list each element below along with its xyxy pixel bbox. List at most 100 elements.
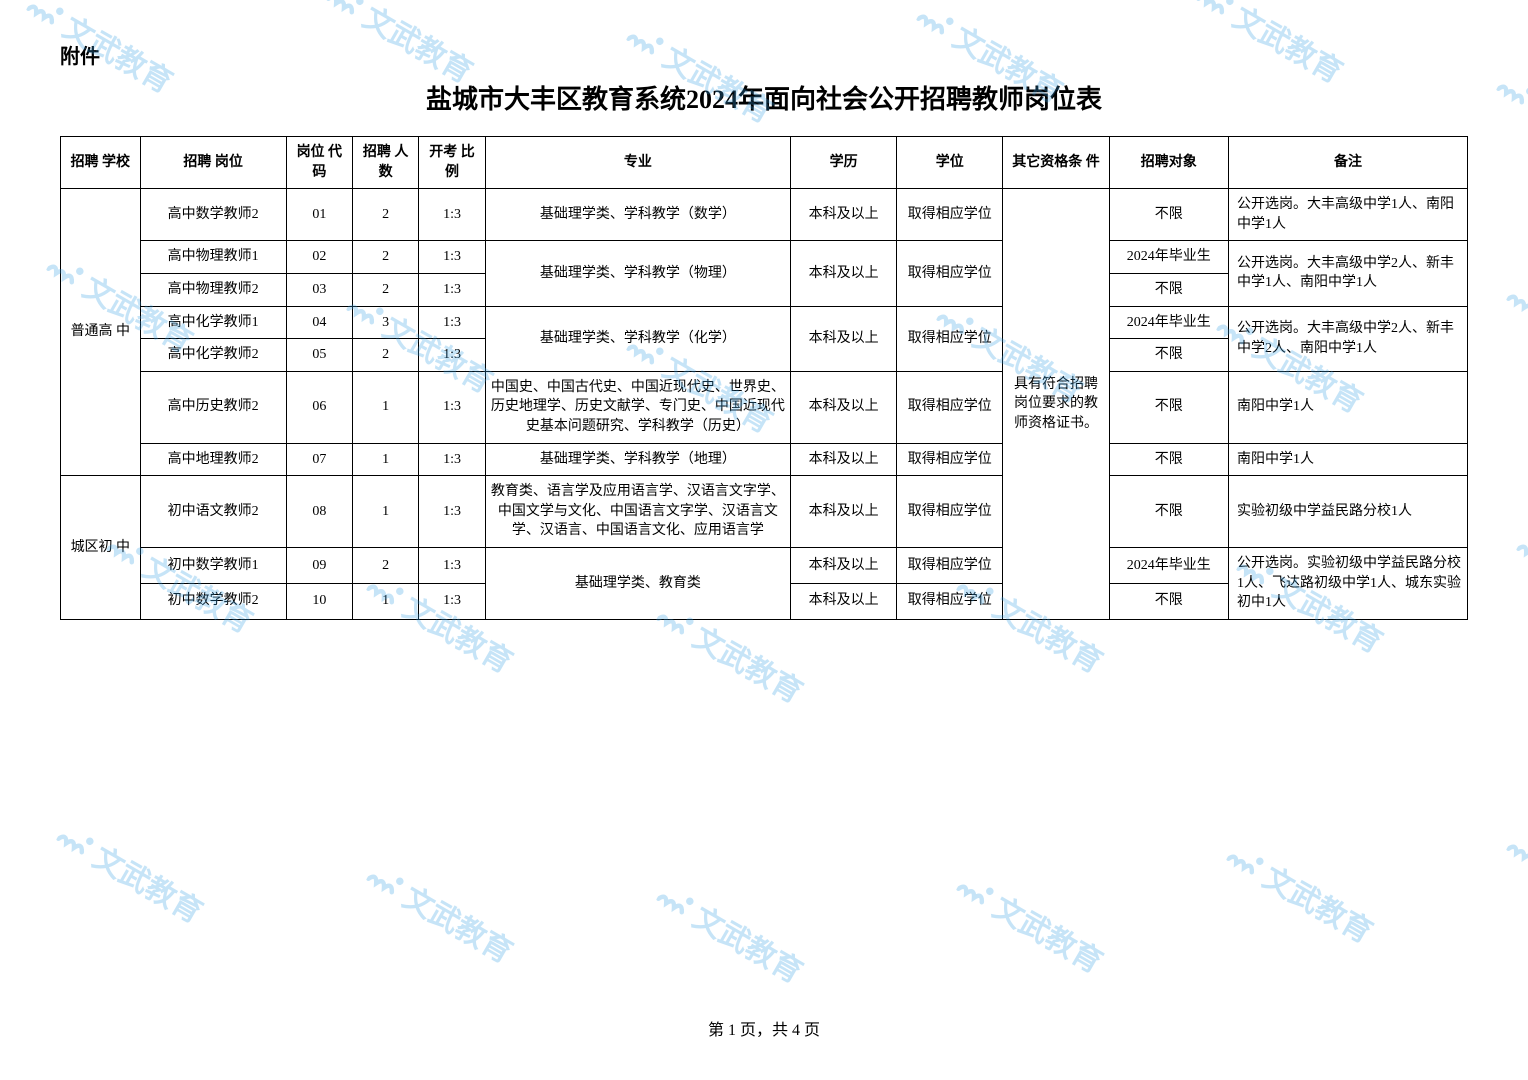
cell-school: 城区初 中 bbox=[61, 476, 141, 620]
cell-code: 10 bbox=[286, 583, 352, 619]
cell-position: 高中数学教师2 bbox=[140, 189, 286, 241]
th-count: 招聘 人数 bbox=[353, 137, 419, 189]
cell-target: 2024年毕业生 bbox=[1109, 241, 1228, 274]
watermark: 文武教育 bbox=[1500, 272, 1528, 391]
cell-target: 不限 bbox=[1109, 583, 1228, 619]
watermark: 文武教育 bbox=[50, 812, 212, 931]
cell-code: 05 bbox=[286, 339, 352, 372]
cell-remark: 公开选岗。大丰高级中学2人、新丰中学2人、南阳中学1人 bbox=[1229, 306, 1468, 371]
cell-target: 不限 bbox=[1109, 476, 1228, 548]
table-row: 普通高 中高中数学教师20121:3基础理学类、学科教学（数学）本科及以上取得相… bbox=[61, 189, 1468, 241]
cell-remark: 公开选岗。实验初级中学益民路分校1人、飞达路初级中学1人、城东实验初中1人 bbox=[1229, 547, 1468, 619]
cell-position: 高中化学教师1 bbox=[140, 306, 286, 339]
page-number: 第 1 页，共 4 页 bbox=[60, 1016, 1468, 1040]
cell-edu: 本科及以上 bbox=[791, 189, 897, 241]
cell-ratio: 1:3 bbox=[419, 189, 485, 241]
cell-ratio: 1:3 bbox=[419, 443, 485, 476]
cell-target: 不限 bbox=[1109, 443, 1228, 476]
th-degree: 学位 bbox=[897, 137, 1003, 189]
cell-position: 高中地理教师2 bbox=[140, 443, 286, 476]
watermark: 文武教育 bbox=[1220, 832, 1382, 951]
document-title: 盐城市大丰区教育系统2024年面向社会公开招聘教师岗位表 bbox=[60, 79, 1468, 116]
cell-ratio: 1:3 bbox=[419, 476, 485, 548]
cell-other: 具有符合招聘岗位要求的教师资格证书。 bbox=[1003, 189, 1109, 620]
cell-position: 高中物理教师1 bbox=[140, 241, 286, 274]
cell-ratio: 1:3 bbox=[419, 371, 485, 443]
cell-code: 08 bbox=[286, 476, 352, 548]
cell-degree: 取得相应学位 bbox=[897, 189, 1003, 241]
cell-count: 2 bbox=[353, 189, 419, 241]
cell-major: 教育类、语言学及应用语言学、汉语言文字学、中国文学与文化、中国语言文字学、汉语言… bbox=[485, 476, 790, 548]
th-major: 专业 bbox=[485, 137, 790, 189]
cell-remark: 实验初级中学益民路分校1人 bbox=[1229, 476, 1468, 548]
cell-degree: 取得相应学位 bbox=[897, 241, 1003, 306]
cell-count: 1 bbox=[353, 371, 419, 443]
cell-degree: 取得相应学位 bbox=[897, 476, 1003, 548]
watermark: 文武教育 bbox=[950, 862, 1112, 981]
cell-code: 07 bbox=[286, 443, 352, 476]
cell-target: 2024年毕业生 bbox=[1109, 547, 1228, 583]
th-other: 其它资格条 件 bbox=[1003, 137, 1109, 189]
cell-position: 高中历史教师2 bbox=[140, 371, 286, 443]
positions-table: 招聘 学校 招聘 岗位 岗位 代码 招聘 人数 开考 比例 专业 学历 学位 其… bbox=[60, 136, 1468, 620]
cell-code: 02 bbox=[286, 241, 352, 274]
th-code: 岗位 代码 bbox=[286, 137, 352, 189]
cell-code: 06 bbox=[286, 371, 352, 443]
cell-target: 不限 bbox=[1109, 189, 1228, 241]
cell-code: 01 bbox=[286, 189, 352, 241]
cell-edu: 本科及以上 bbox=[791, 443, 897, 476]
cell-position: 初中语文教师2 bbox=[140, 476, 286, 548]
table-row: 高中历史教师20611:3中国史、中国古代史、中国近现代史、世界史、历史地理学、… bbox=[61, 371, 1468, 443]
attachment-label: 附件 bbox=[60, 40, 1468, 69]
cell-major: 基础理学类、学科教学（地理） bbox=[485, 443, 790, 476]
cell-count: 1 bbox=[353, 583, 419, 619]
cell-major: 基础理学类、学科教学（物理） bbox=[485, 241, 790, 306]
th-remark: 备注 bbox=[1229, 137, 1468, 189]
table-row: 高中物理教师10221:3基础理学类、学科教学（物理）本科及以上取得相应学位20… bbox=[61, 241, 1468, 274]
cell-code: 03 bbox=[286, 273, 352, 306]
cell-edu: 本科及以上 bbox=[791, 476, 897, 548]
cell-remark: 南阳中学1人 bbox=[1229, 443, 1468, 476]
cell-target: 不限 bbox=[1109, 273, 1228, 306]
cell-remark: 南阳中学1人 bbox=[1229, 371, 1468, 443]
th-edu: 学历 bbox=[791, 137, 897, 189]
cell-position: 高中物理教师2 bbox=[140, 273, 286, 306]
cell-position: 高中化学教师2 bbox=[140, 339, 286, 372]
cell-code: 04 bbox=[286, 306, 352, 339]
table-row: 高中化学教师10431:3基础理学类、学科教学（化学）本科及以上取得相应学位20… bbox=[61, 306, 1468, 339]
th-target: 招聘对象 bbox=[1109, 137, 1228, 189]
cell-ratio: 1:3 bbox=[419, 306, 485, 339]
cell-remark: 公开选岗。大丰高级中学2人、新丰中学1人、南阳中学1人 bbox=[1229, 241, 1468, 306]
table-header-row: 招聘 学校 招聘 岗位 岗位 代码 招聘 人数 开考 比例 专业 学历 学位 其… bbox=[61, 137, 1468, 189]
cell-edu: 本科及以上 bbox=[791, 371, 897, 443]
cell-edu: 本科及以上 bbox=[791, 547, 897, 583]
cell-remark: 公开选岗。大丰高级中学1人、南阳中学1人 bbox=[1229, 189, 1468, 241]
cell-major: 中国史、中国古代史、中国近现代史、世界史、历史地理学、历史文献学、专门史、中国近… bbox=[485, 371, 790, 443]
watermark: 文武教育 bbox=[1510, 522, 1528, 641]
table-body: 普通高 中高中数学教师20121:3基础理学类、学科教学（数学）本科及以上取得相… bbox=[61, 189, 1468, 620]
cell-degree: 取得相应学位 bbox=[897, 443, 1003, 476]
cell-ratio: 1:3 bbox=[419, 583, 485, 619]
watermark: 文武教育 bbox=[650, 872, 812, 991]
cell-count: 2 bbox=[353, 339, 419, 372]
cell-count: 1 bbox=[353, 443, 419, 476]
cell-count: 1 bbox=[353, 476, 419, 548]
cell-count: 3 bbox=[353, 306, 419, 339]
cell-code: 09 bbox=[286, 547, 352, 583]
th-position: 招聘 岗位 bbox=[140, 137, 286, 189]
cell-degree: 取得相应学位 bbox=[897, 583, 1003, 619]
cell-position: 初中数学教师1 bbox=[140, 547, 286, 583]
th-school: 招聘 学校 bbox=[61, 137, 141, 189]
cell-ratio: 1:3 bbox=[419, 241, 485, 274]
cell-count: 2 bbox=[353, 547, 419, 583]
cell-edu: 本科及以上 bbox=[791, 583, 897, 619]
cell-major: 基础理学类、教育类 bbox=[485, 547, 790, 619]
cell-degree: 取得相应学位 bbox=[897, 371, 1003, 443]
cell-target: 不限 bbox=[1109, 339, 1228, 372]
table-row: 高中地理教师20711:3基础理学类、学科教学（地理）本科及以上取得相应学位 不限… bbox=[61, 443, 1468, 476]
cell-ratio: 1:3 bbox=[419, 273, 485, 306]
cell-count: 2 bbox=[353, 241, 419, 274]
cell-edu: 本科及以上 bbox=[791, 306, 897, 371]
page: 附件 盐城市大丰区教育系统2024年面向社会公开招聘教师岗位表 招聘 学校 招聘… bbox=[60, 40, 1468, 1040]
cell-position: 初中数学教师2 bbox=[140, 583, 286, 619]
